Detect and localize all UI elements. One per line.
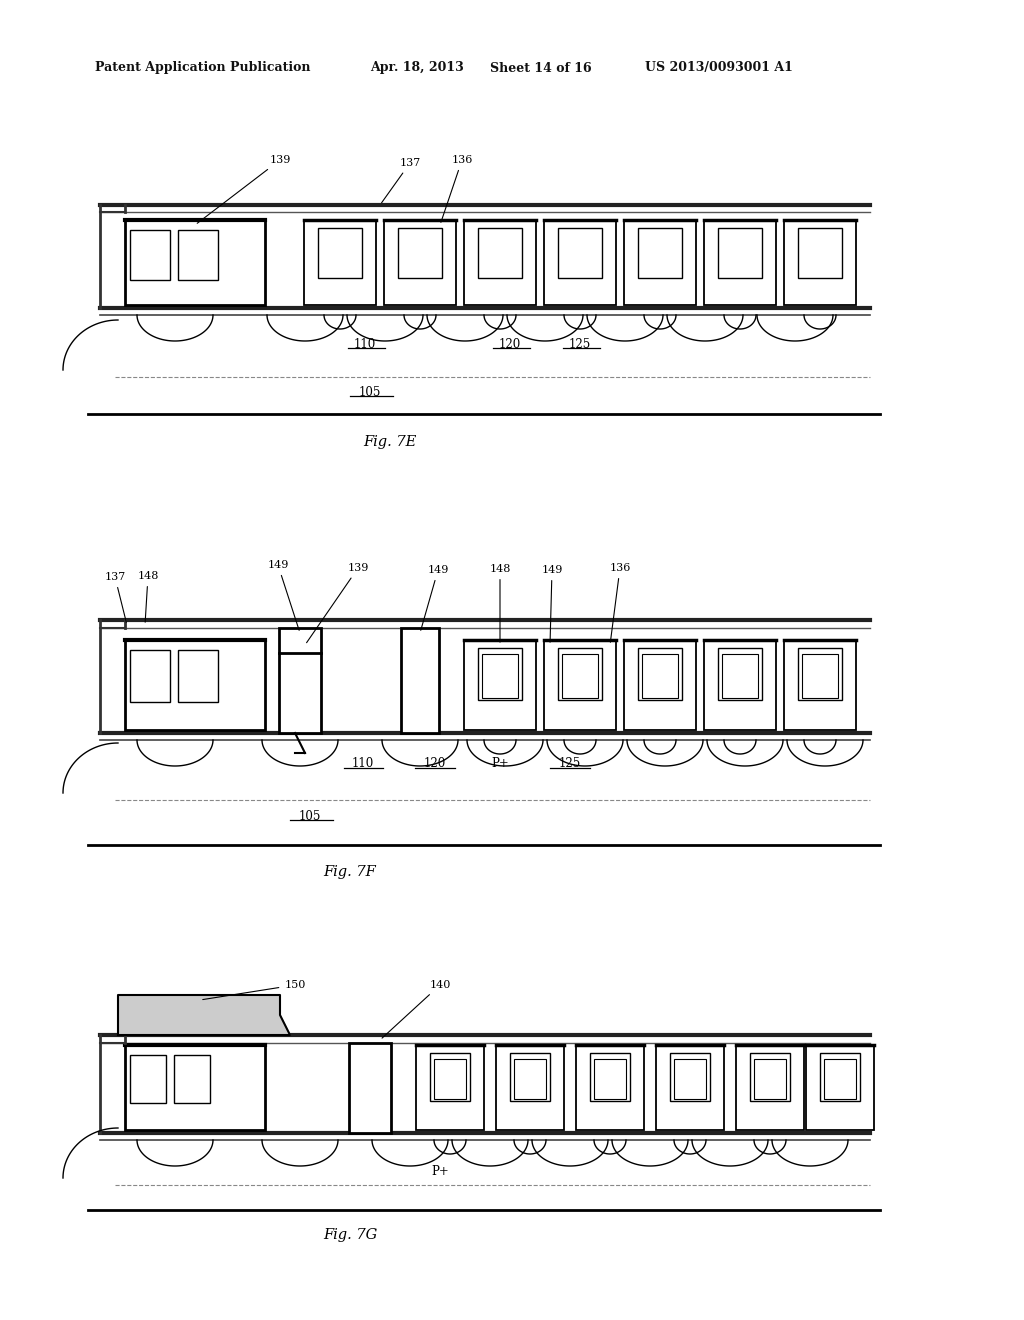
Text: P+: P+ [431,1166,449,1177]
Bar [125,220,265,305]
Text: 110: 110 [354,338,376,351]
Text: Fig. 7E: Fig. 7E [364,436,417,449]
Bar [178,230,218,280]
Bar [806,1045,874,1130]
Bar [624,640,696,730]
Bar [496,1045,564,1130]
Text: 148: 148 [489,564,511,643]
Bar [401,628,439,733]
Bar [434,1059,466,1100]
Text: P+: P+ [492,756,509,770]
Bar [130,1055,166,1104]
Text: 148: 148 [137,572,159,622]
Text: 149: 149 [267,560,299,631]
Text: 125: 125 [559,756,582,770]
Text: 149: 149 [421,565,449,631]
Bar [416,1045,484,1130]
Bar [464,220,536,305]
Bar [705,220,776,305]
Text: 105: 105 [299,810,322,822]
Text: 120: 120 [499,338,521,351]
Bar [384,220,456,305]
Bar [482,653,518,698]
Bar [718,648,762,700]
Text: Fig. 7F: Fig. 7F [324,865,377,879]
Text: 136: 136 [609,564,631,643]
Bar [562,653,598,698]
Bar [464,640,536,730]
Text: 125: 125 [569,338,591,351]
Bar [705,640,776,730]
Bar [174,1055,210,1104]
Text: 150: 150 [203,979,306,999]
Text: Patent Application Publication: Patent Application Publication [95,62,310,74]
Bar [514,1059,546,1100]
Bar [798,648,842,700]
Bar [558,228,602,279]
Bar [304,220,376,305]
Bar [784,640,856,730]
Text: 136: 136 [441,154,473,222]
Text: Fig. 7G: Fig. 7G [323,1228,377,1242]
Bar [510,1053,550,1101]
Text: Apr. 18, 2013: Apr. 18, 2013 [370,62,464,74]
Bar [670,1053,710,1101]
Text: 137: 137 [382,158,421,203]
Bar [594,1059,626,1100]
Text: 105: 105 [358,385,381,399]
Text: 139: 139 [198,154,291,223]
Bar [736,1045,804,1130]
Bar [798,228,842,279]
Bar [590,1053,630,1101]
Text: 120: 120 [424,756,446,770]
Bar [656,1045,724,1130]
Bar [638,228,682,279]
Bar [478,228,522,279]
Bar [754,1059,786,1100]
Text: 137: 137 [104,572,126,622]
Bar [624,220,696,305]
Polygon shape [118,995,290,1035]
Bar [178,649,218,702]
Bar [544,640,616,730]
Bar [802,653,838,698]
Bar [824,1059,856,1100]
Bar [575,1045,644,1130]
Text: 110: 110 [352,756,374,770]
Text: 149: 149 [542,565,562,643]
Bar [718,228,762,279]
Bar [544,220,616,305]
Bar [750,1053,790,1101]
Bar [279,628,321,733]
Text: Sheet 14 of 16: Sheet 14 of 16 [490,62,592,74]
Text: 140: 140 [382,979,451,1038]
Bar [125,1045,265,1130]
Bar [398,228,442,279]
Text: 139: 139 [306,564,369,643]
Bar [125,640,265,730]
Bar [722,653,758,698]
Bar [349,1043,391,1133]
Bar [478,648,522,700]
Bar [784,220,856,305]
Bar [318,228,362,279]
Text: US 2013/0093001 A1: US 2013/0093001 A1 [645,62,793,74]
Bar [638,648,682,700]
Bar [130,230,170,280]
Bar [642,653,678,698]
Bar [558,648,602,700]
Bar [674,1059,706,1100]
Bar [430,1053,470,1101]
Bar [130,649,170,702]
Bar [820,1053,860,1101]
